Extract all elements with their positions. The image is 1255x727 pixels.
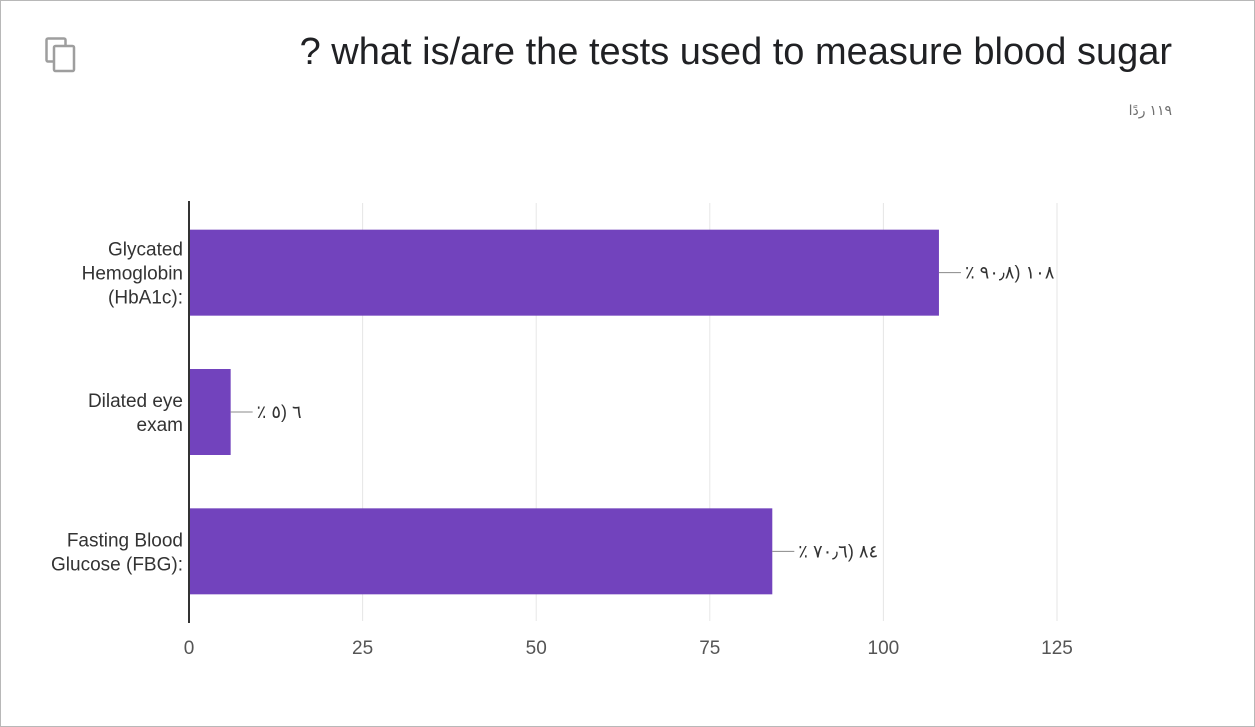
x-tick-label: 25 xyxy=(352,638,373,659)
x-tick-label: 100 xyxy=(868,638,900,659)
bar xyxy=(189,369,231,455)
x-tick-label: 50 xyxy=(526,638,547,659)
value-label: ٦ (٥ ٪ xyxy=(257,402,302,422)
category-label: Dilated eye exam xyxy=(88,391,183,436)
x-tick-label: 125 xyxy=(1041,638,1073,659)
value-label: ٨٤ (٧٠٫٦ ٪ xyxy=(798,541,878,561)
x-tick-label: 0 xyxy=(184,638,195,659)
response-count: ١١٩ ردًا xyxy=(1128,102,1172,118)
value-label: ١٠٨ (٩٠٫٨ ٪ xyxy=(965,263,1055,283)
category-label: Fasting Blood Glucose (FBG): xyxy=(51,530,183,575)
bar xyxy=(189,508,773,595)
bar xyxy=(189,229,939,316)
copy-icon[interactable] xyxy=(45,37,77,73)
x-tick-label: 75 xyxy=(699,638,720,659)
chart-title: ? what is/are the tests used to measure … xyxy=(299,31,1172,73)
category-label: Glycated Hemoglobin (HbA1c): xyxy=(82,240,183,309)
